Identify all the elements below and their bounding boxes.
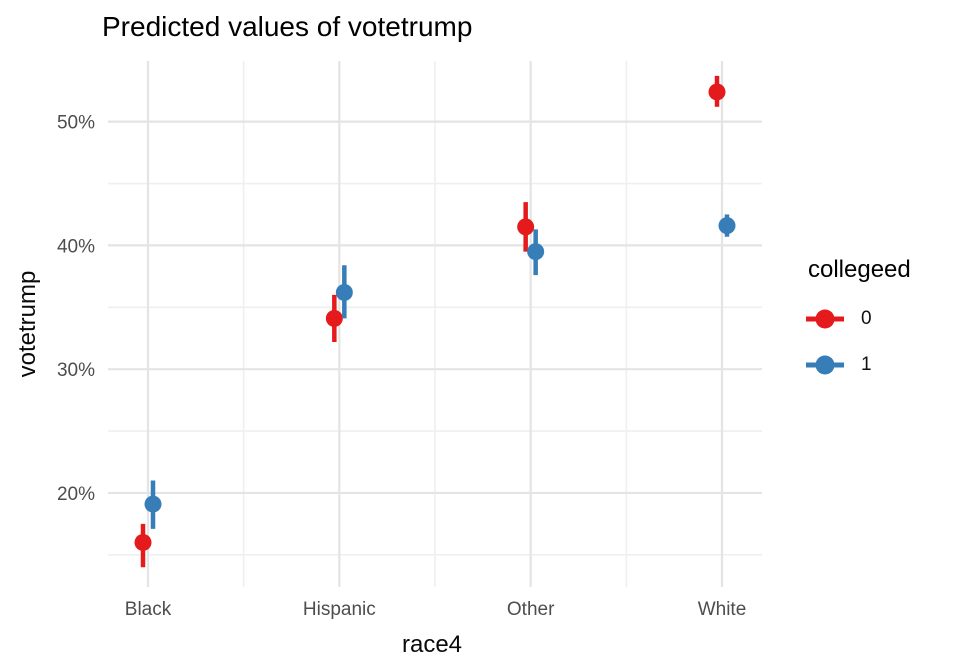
x-tick-label: Black [125, 599, 172, 620]
data-point-0-Other [517, 218, 535, 236]
data-point-1-Other [527, 243, 545, 261]
y-tick-label: 20% [57, 484, 95, 505]
data-point-1-Hispanic [335, 283, 353, 301]
legend-entry-1: 1 [806, 342, 911, 388]
legend-entry-label: 0 [861, 308, 872, 329]
key-dot [815, 355, 835, 375]
legend-entry-0: 0 [806, 296, 911, 342]
data-point-0-Hispanic [325, 309, 343, 327]
x-tick-label: Other [507, 599, 555, 620]
data-point-1-White [718, 217, 736, 235]
y-tick-label: 30% [57, 360, 95, 381]
legend-entry-label: 1 [861, 354, 872, 375]
y-tick-label: 40% [57, 236, 95, 257]
pointrange-key-icon [806, 308, 844, 330]
pointrange-key-icon [806, 354, 844, 376]
x-axis-title: race4 [401, 631, 463, 658]
data-point-1-Black [144, 495, 162, 513]
x-tick-label: Hispanic [303, 599, 376, 620]
legend-title: collegeed [808, 256, 911, 283]
key-dot [815, 309, 835, 329]
x-tick-label: White [698, 599, 747, 620]
chart-title: Predicted values of votetrump [102, 11, 473, 42]
y-axis-title: votetrump [14, 270, 41, 378]
y-tick-label: 50% [57, 113, 95, 134]
data-point-0-Black [134, 533, 152, 551]
data-point-0-White [708, 83, 726, 101]
